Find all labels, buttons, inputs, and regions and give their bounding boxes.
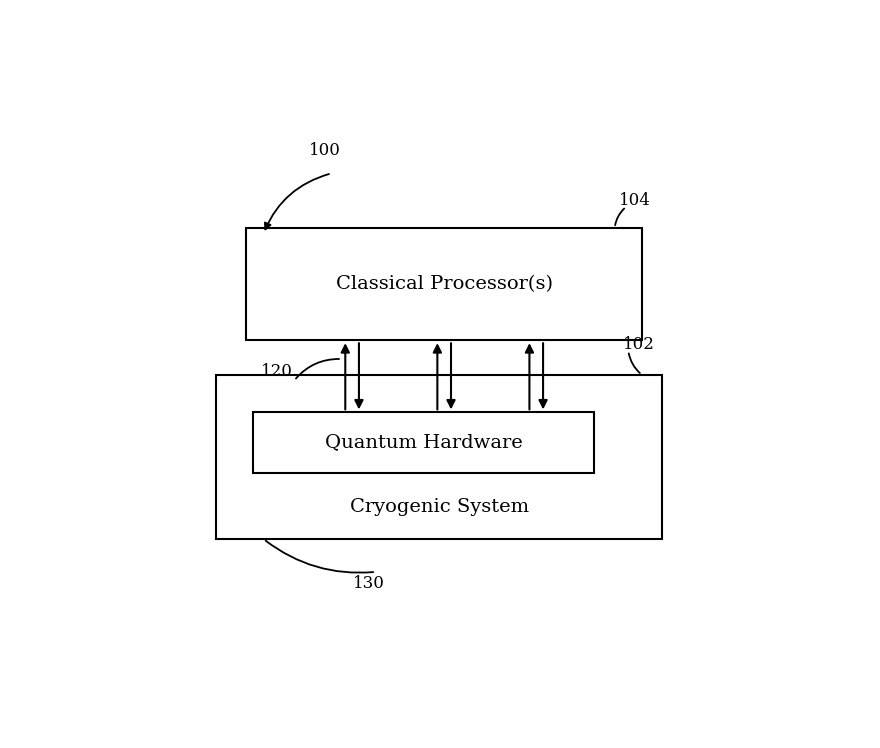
Text: Cryogenic System: Cryogenic System — [349, 498, 529, 516]
Text: 102: 102 — [623, 337, 655, 353]
Text: 104: 104 — [620, 192, 651, 209]
Text: 130: 130 — [353, 575, 385, 592]
Bar — [246, 228, 642, 340]
Text: Classical Processor(s): Classical Processor(s) — [335, 275, 553, 293]
Text: 100: 100 — [309, 141, 341, 159]
Bar — [216, 375, 663, 539]
Text: 120: 120 — [261, 364, 293, 381]
Bar — [253, 412, 594, 473]
Text: Quantum Hardware: Quantum Hardware — [325, 434, 523, 452]
